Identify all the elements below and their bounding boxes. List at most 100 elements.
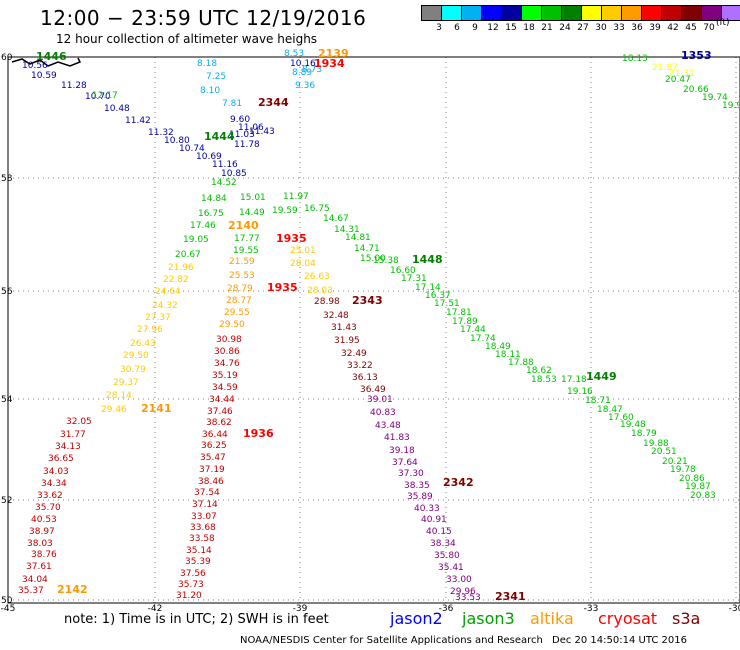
wave-height-label: 17.74 <box>470 334 496 344</box>
wave-height-label: 26.43 <box>130 339 156 349</box>
satellite-label-jason2: jason2 <box>390 609 443 628</box>
wave-height-label: 37.56 <box>180 569 206 579</box>
wave-height-label: 14.81 <box>345 233 371 243</box>
wave-height-label: 11.06 <box>238 123 264 133</box>
wave-height-label: 39.01 <box>367 395 393 405</box>
legend-tick-label: 33 <box>613 23 625 33</box>
wave-height-label: 29.50 <box>219 320 245 330</box>
legend-tick-label: 3 <box>436 23 442 33</box>
legend-swatches <box>421 5 740 21</box>
wave-height-label: 33.00 <box>446 575 472 585</box>
wave-height-label: 37.54 <box>194 488 220 498</box>
wave-height-label: 36.13 <box>352 373 378 383</box>
wave-height-label: 38.03 <box>27 539 53 549</box>
satellite-label-jason3: jason3 <box>462 609 515 628</box>
wave-height-label: 24.32 <box>152 301 178 311</box>
wave-height-label: 34.03 <box>43 467 69 477</box>
wave-height-label: 11.16 <box>212 160 238 170</box>
wave-height-label: 20.86 <box>679 474 705 484</box>
wave-height-label: 30.79 <box>120 365 146 375</box>
wave-height-label: 10.48 <box>104 104 130 114</box>
wave-height-label: 36.25 <box>201 441 227 451</box>
wave-height-label: 17.81 <box>446 308 472 318</box>
wave-height-label: 17.89 <box>452 317 478 327</box>
wave-height-label: 29.96 <box>450 587 476 597</box>
wave-height-label: 17.18 <box>561 375 587 385</box>
wave-height-label: 29.55 <box>224 308 250 318</box>
wave-height-label: 19.05 <box>183 235 209 245</box>
pass-time-label: 1935 <box>267 281 298 294</box>
lat-tick-label: 56 <box>1 287 13 297</box>
wave-height-label: 35.41 <box>438 563 464 573</box>
wave-height-label: 16.37 <box>425 291 451 301</box>
wave-height-label: 34.44 <box>209 395 235 405</box>
wave-height-label: 20.21 <box>662 457 688 467</box>
wave-height-label: 33.68 <box>190 523 216 533</box>
wave-height-label: 19.59 <box>272 206 298 216</box>
footer-timestamp: Dec 20 14:50:14 UTC 2016 <box>552 635 687 646</box>
wave-height-label: 21.31 <box>669 69 695 79</box>
legend-tick-label: 18 <box>523 23 535 33</box>
wave-height-label: 17.60 <box>608 413 634 423</box>
wave-height-label: 14.49 <box>239 208 265 218</box>
wave-height-label: 25.53 <box>229 271 255 281</box>
legend-unit: (ft) <box>716 18 730 28</box>
wave-height-label: 19.55 <box>233 246 259 256</box>
wave-height-label: 28.79 <box>227 284 253 294</box>
wave-height-label: 12.17 <box>92 91 118 101</box>
wave-height-label: 17.46 <box>190 221 216 231</box>
lon-tick-label: -45 <box>1 604 16 614</box>
wave-height-label: 10.74 <box>179 144 205 154</box>
wave-height-label: 8.89 <box>292 68 312 78</box>
wave-height-label: 35.19 <box>212 371 238 381</box>
wave-height-label: 27.96 <box>137 325 163 335</box>
wave-height-label: 28.98 <box>314 297 340 307</box>
legend-tick-label: 70 <box>703 23 715 33</box>
wave-height-label: 10.56 <box>22 61 48 71</box>
wave-height-label: 34.34 <box>41 479 67 489</box>
wave-height-label: 11.03 <box>229 130 255 140</box>
wave-height-label: 15.01 <box>240 193 266 203</box>
legend-swatch <box>721 5 740 21</box>
legend-tick-label: 42 <box>667 23 679 33</box>
lat-tick-label: 54 <box>1 395 13 405</box>
wave-height-label: 33.22 <box>347 361 373 371</box>
legend-tick-label: 39 <box>649 23 661 33</box>
legend-ticks: 3 6 9 12 15 18 21 24 27 30 33 36 39 42 45 70 <box>421 23 740 35</box>
pass-time-label: 2140 <box>228 219 259 232</box>
wave-height-label: 8.73 <box>302 65 322 75</box>
wave-height-label: 18.49 <box>485 342 511 352</box>
wave-height-label: 7.25 <box>206 72 226 82</box>
wave-height-label: 38.76 <box>31 550 57 560</box>
wave-height-label: 28.14 <box>106 391 132 401</box>
wave-height-label: 26.63 <box>304 272 330 282</box>
lat-tick-label: 52 <box>1 496 12 506</box>
wave-height-label: 37.19 <box>199 465 225 475</box>
color-legend: 3 6 9 12 15 18 21 24 27 30 33 36 39 42 45 70 <box>421 5 740 33</box>
wave-height-label: 33.53 <box>455 593 481 603</box>
legend-tick-label: 45 <box>685 23 697 33</box>
wave-height-label: 25.01 <box>290 246 316 256</box>
wave-height-label: 37.30 <box>398 469 424 479</box>
pass-time-label: 2341 <box>495 590 526 603</box>
satellite-label-s3a: s3a <box>672 609 701 628</box>
wave-height-label: 20.67 <box>175 250 201 260</box>
pass-time-label: 1449 <box>586 370 617 383</box>
wave-height-label: 11.97 <box>283 192 309 202</box>
wave-height-label: 10.85 <box>221 169 247 179</box>
wave-height-label: 36.49 <box>360 385 386 395</box>
wave-height-label: 19.88 <box>643 439 669 449</box>
wave-height-label: 30.98 <box>216 335 242 345</box>
wave-height-label: 21.96 <box>168 263 194 273</box>
wave-height-label: 20.51 <box>651 447 677 457</box>
wave-height-label: 39.18 <box>389 446 415 456</box>
wave-height-label: 8.18 <box>197 59 217 69</box>
wave-height-label: 16.75 <box>198 209 224 219</box>
pass-time-label: 1936 <box>243 427 274 440</box>
wave-height-label: 8.53 <box>284 49 304 59</box>
legend-tick-label: 12 <box>487 23 499 33</box>
wave-height-label: 10.70 <box>85 92 111 102</box>
wave-height-label: 18.53 <box>531 375 557 385</box>
wave-height-label: 35.39 <box>185 557 211 567</box>
legend-tick-label: 36 <box>631 23 643 33</box>
